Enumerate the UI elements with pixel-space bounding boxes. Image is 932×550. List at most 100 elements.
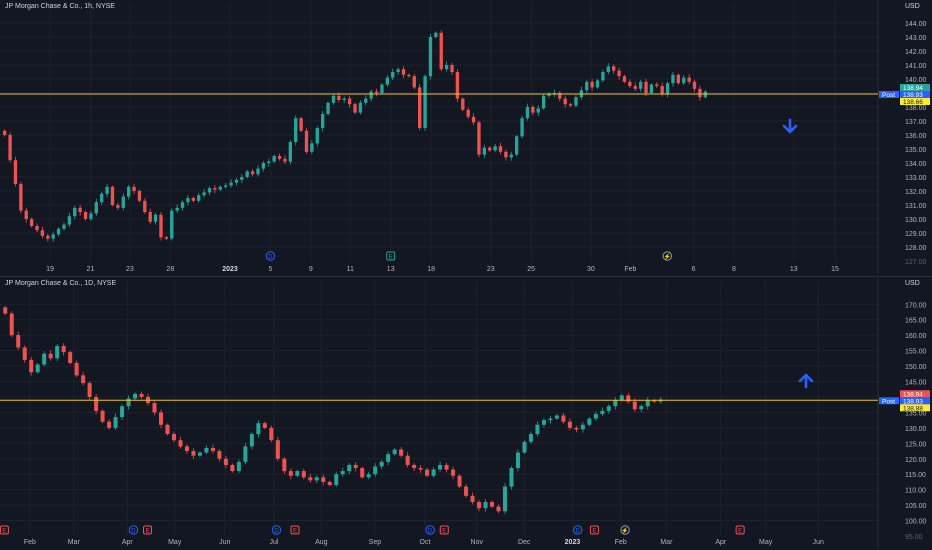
candle-body [283,158,287,162]
x-tick-label: Feb [24,539,36,546]
candle-body [55,345,60,359]
event-marker-label: E [442,529,446,535]
candle-body [464,486,469,496]
daily-candlestick-chart[interactable]: 100.00 105.00 110.00 115.00 120.00 125.00 130.… [0,277,932,550]
y-tick-label: 110.00 [905,488,926,495]
candle-body [619,395,624,401]
y-tick-label: 143.00 [905,35,927,42]
event-marker-label: E [592,529,596,535]
candle-body [165,424,170,435]
candle-body [369,91,373,99]
y-tick-label: 131.00 [905,203,927,210]
candle-body [568,104,573,106]
candle-body [191,198,195,201]
candle-body [628,81,632,86]
candle-body [267,161,271,163]
x-tick-label: 30 [587,266,595,273]
x-tick-label: Jun [813,539,824,546]
candle-body [13,160,18,184]
candle-body [113,417,118,428]
candle-body [649,84,654,93]
y-tick-label: 142.00 [905,49,927,56]
candle-body [525,107,530,119]
pane-divider[interactable] [0,276,932,277]
candle-body [535,424,540,435]
hourly-chart-panel[interactable]: 128.00 129.00 130.00 131.00 132.00 133.00 134.… [0,0,932,276]
candle-body [489,502,495,507]
candle-body [207,188,212,193]
x-tick-label: Feb [615,539,627,546]
candle-body [204,447,209,453]
candle-body [399,449,404,456]
daily-chart-title: JP Morgan Chase & Co., 1D, NYSE [5,280,117,287]
x-tick-label: 11 [347,266,354,273]
candle-body [191,451,196,456]
candle-body [498,146,503,152]
candle-body [407,74,411,77]
candle-body [29,219,34,226]
candle-body [644,81,648,93]
candle-body [121,196,125,208]
candle-body [434,32,438,37]
candle-body [439,32,443,70]
x-tick-label: 18 [427,266,435,273]
y-tick-label: 160.00 [905,333,927,340]
y-tick-label: 128.00 [905,245,927,252]
candle-body [213,188,217,190]
candle-body [633,86,637,89]
candle-body [682,77,686,84]
y-tick-label: 100.00 [905,519,927,526]
x-tick-label: Nov [471,539,484,546]
candle-body [16,335,21,348]
price-badge [900,397,930,405]
y-tick-label: 144.00 [905,21,927,28]
daily-chart-panel[interactable]: 100.00 105.00 110.00 115.00 120.00 125.00 130.… [0,277,932,550]
candle-body [600,410,605,414]
x-tick-label: Mar [68,539,81,546]
candle-body [655,84,659,86]
candle-body [561,415,566,422]
y-tick-label: 133.00 [905,175,927,182]
candle-body [178,440,183,447]
candle-body [180,202,185,208]
candle-body [158,412,164,425]
candle-body [622,76,627,82]
candle-body [360,468,365,478]
candle-body [143,200,147,212]
candle-body [374,91,379,93]
y-tick-label: 137.00 [905,119,927,126]
x-tick-label: Mar [660,539,673,546]
candle-body [301,471,306,478]
y-tick-label: 95.00 [905,534,923,541]
candle-body [652,400,657,402]
candle-body [477,502,482,509]
candle-body [428,37,433,77]
candle-body [321,477,326,482]
candle-body [61,345,66,353]
candle-body [48,353,53,359]
candle-body [632,401,637,410]
candle-body [68,352,73,363]
candle-body [502,486,508,512]
event-marker-label: D [131,529,136,535]
candle-body [269,427,274,441]
candle-body [554,415,559,419]
candle-body [483,502,488,509]
x-tick-label: 23 [126,266,134,273]
x-tick-label: Apr [715,539,727,546]
x-tick-label: 13 [387,266,395,273]
candle-body [431,469,436,476]
y-tick-label: 138.00 [905,105,927,112]
candle-body [223,458,228,465]
candle-body [326,102,330,114]
event-marker [589,525,599,535]
candle-body [153,214,158,222]
candle-body [606,66,610,72]
price-badge [900,97,930,105]
candle-body [567,421,572,428]
x-tick-label: 2023 [222,266,238,273]
candle-body [184,446,189,452]
hourly-candlestick-chart[interactable]: 128.00 129.00 130.00 131.00 132.00 133.00 134.… [0,0,932,276]
candle-body [261,163,266,169]
candle-body [87,383,92,397]
